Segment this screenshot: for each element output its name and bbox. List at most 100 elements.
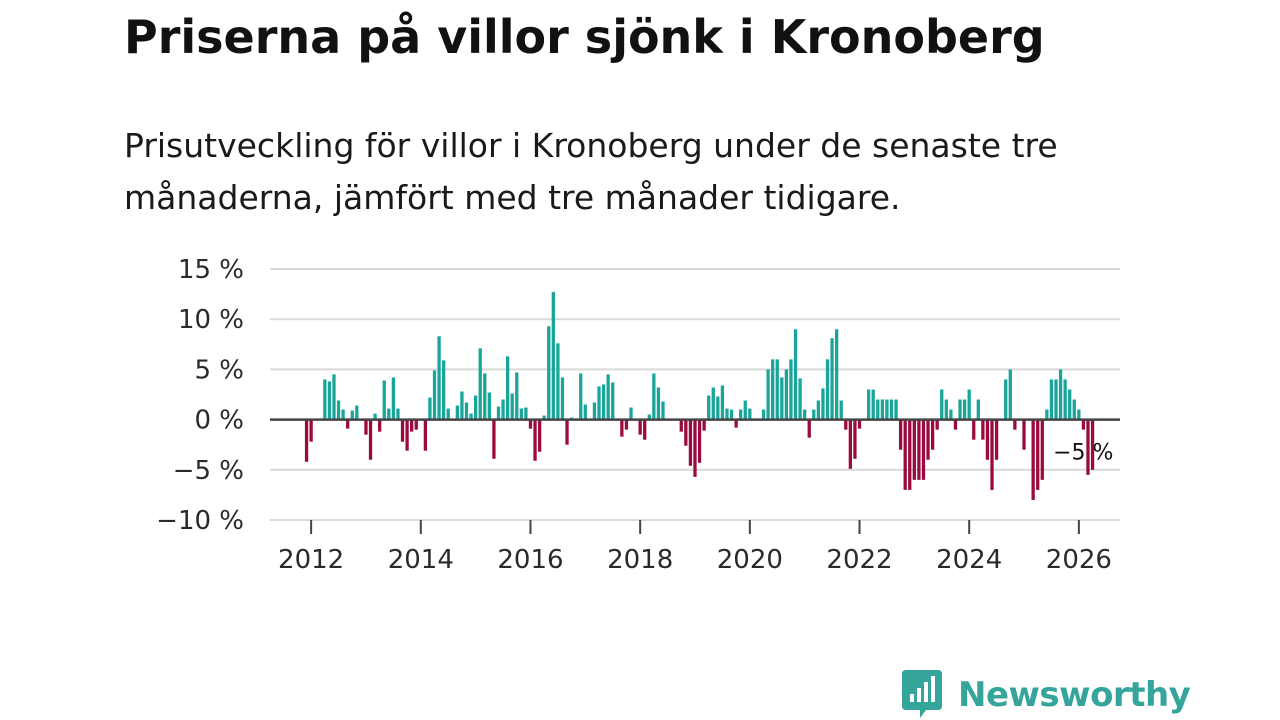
y-tick-label: 5 % [194, 355, 244, 385]
bar [624, 419, 629, 430]
bar [469, 413, 473, 420]
bar [487, 392, 491, 420]
bar [739, 409, 743, 420]
bar [515, 372, 519, 420]
bar [1054, 379, 1058, 420]
bar [693, 419, 697, 477]
bar [382, 380, 386, 420]
bar [789, 359, 793, 420]
bar [346, 419, 350, 429]
bar [917, 419, 921, 480]
bar [953, 419, 958, 430]
bar [1090, 419, 1095, 470]
bar [981, 419, 985, 440]
x-tick-label: 2020 [717, 545, 783, 575]
bar [1022, 419, 1026, 450]
bar [743, 400, 747, 420]
bar [688, 419, 693, 466]
bar [606, 374, 610, 420]
bar [1049, 379, 1054, 420]
x-tick-label: 2016 [497, 545, 563, 575]
bar [601, 384, 606, 420]
brand-name: Newsworthy [958, 675, 1191, 715]
bar [496, 406, 501, 420]
bar [1068, 389, 1072, 420]
bar [684, 419, 688, 446]
bar [551, 292, 555, 420]
bar [391, 377, 396, 420]
bar [492, 419, 496, 459]
bar [880, 399, 884, 420]
bar [898, 419, 903, 450]
bar [400, 419, 405, 442]
bar [940, 389, 944, 420]
bar [1072, 399, 1076, 420]
bar [647, 414, 651, 420]
bar [1008, 369, 1012, 420]
bar [830, 338, 834, 420]
bar [579, 373, 583, 420]
bar [524, 407, 528, 420]
bar [908, 419, 912, 490]
bar [894, 399, 898, 420]
bar [1040, 419, 1044, 480]
bar [921, 419, 926, 480]
bar [460, 391, 464, 420]
y-tick-label: −5 % [173, 456, 244, 486]
bar [844, 419, 848, 430]
bar [748, 408, 752, 420]
bar [583, 404, 587, 420]
y-axis: 15 % 10 % 5 % 0 % −5 % −10 % [156, 255, 244, 536]
bar [387, 408, 391, 420]
bar [336, 400, 341, 420]
bar [364, 419, 368, 435]
bar [775, 359, 779, 420]
bar [962, 399, 967, 420]
bar [835, 329, 839, 420]
bar [405, 419, 409, 451]
bar [355, 405, 359, 420]
bar [972, 419, 976, 440]
bar [793, 329, 798, 420]
bar [656, 387, 661, 420]
bar [1036, 419, 1040, 490]
bar [428, 397, 432, 420]
bar [597, 386, 601, 420]
bar [784, 369, 789, 420]
y-tick-label: −10 % [156, 506, 244, 536]
bar [912, 419, 916, 480]
bar [519, 408, 523, 420]
bar [473, 395, 478, 420]
bar [903, 419, 907, 490]
bar [547, 326, 551, 420]
bar [446, 408, 450, 420]
x-axis: 2012 2014 2016 2018 2020 2022 2024 2026 [278, 520, 1112, 575]
bar [423, 419, 428, 451]
bar [780, 377, 784, 420]
bar [510, 393, 514, 420]
bar [1004, 379, 1008, 420]
data-label: −5 % [1053, 441, 1113, 466]
bar [771, 359, 775, 420]
bar [1058, 369, 1063, 420]
newsworthy-logo: Newsworthy [902, 670, 1191, 720]
bar [1045, 409, 1049, 420]
bar [812, 409, 816, 420]
bar [807, 419, 811, 438]
bar [528, 419, 533, 429]
bar [679, 419, 683, 432]
bar [442, 360, 446, 420]
bar [853, 419, 857, 459]
bar [332, 374, 336, 420]
bar [697, 419, 702, 463]
bar [410, 419, 414, 432]
bar [729, 409, 734, 420]
bar [930, 419, 935, 450]
newsworthy-logo-icon [902, 670, 942, 718]
bar [350, 410, 354, 420]
bar [949, 409, 953, 420]
bar [889, 399, 894, 420]
bar [309, 419, 313, 442]
bar [638, 419, 642, 435]
